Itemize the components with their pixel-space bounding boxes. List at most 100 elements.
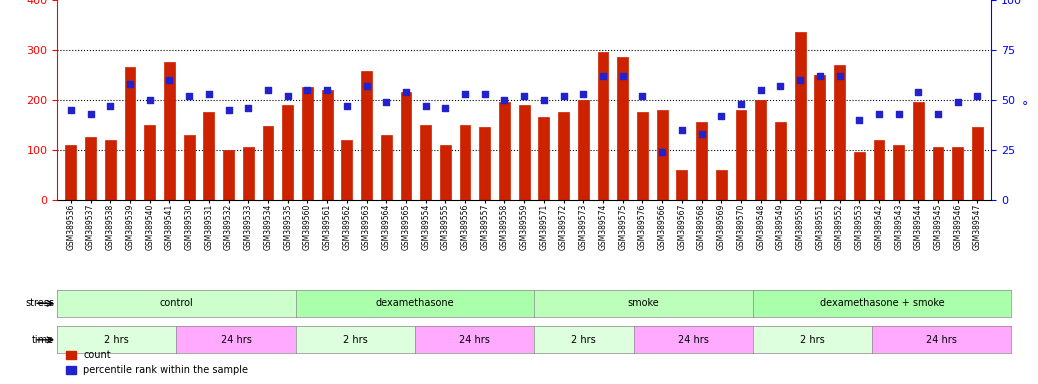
Point: [753, 87, 769, 93]
Text: smoke: smoke: [628, 298, 659, 308]
Text: 2 hrs: 2 hrs: [572, 335, 596, 345]
Point: [299, 87, 316, 93]
Point: [871, 111, 887, 117]
Point: [378, 99, 394, 105]
Text: stress: stress: [25, 298, 54, 308]
Bar: [637, 112, 648, 200]
Point: [634, 93, 651, 99]
Point: [950, 99, 966, 105]
Bar: [243, 147, 253, 200]
Bar: [618, 58, 628, 200]
Point: [141, 97, 158, 103]
Bar: [184, 135, 194, 200]
Point: [358, 83, 375, 89]
Bar: [854, 152, 865, 200]
Point: [733, 101, 749, 107]
Point: [319, 87, 335, 93]
Bar: [263, 126, 273, 200]
Point: [969, 93, 986, 99]
Bar: [913, 103, 924, 200]
Bar: [105, 140, 115, 200]
Point: [555, 93, 572, 99]
Bar: [342, 140, 352, 200]
Point: [181, 93, 197, 99]
Bar: [578, 100, 589, 200]
Point: [417, 103, 434, 109]
Text: dexamethasone: dexamethasone: [376, 298, 455, 308]
Bar: [65, 145, 77, 200]
Bar: [85, 137, 97, 200]
Point: [595, 73, 611, 79]
Point: [693, 131, 710, 137]
Bar: [480, 127, 490, 200]
Text: 24 hrs: 24 hrs: [220, 335, 251, 345]
Point: [220, 107, 237, 113]
Bar: [756, 100, 766, 200]
Point: [200, 91, 217, 97]
Point: [121, 81, 138, 87]
Point: [476, 91, 493, 97]
Point: [62, 107, 79, 113]
Bar: [677, 170, 687, 200]
Point: [102, 103, 118, 109]
Text: 24 hrs: 24 hrs: [926, 335, 957, 345]
Y-axis label: °: °: [1021, 100, 1028, 113]
Bar: [539, 118, 549, 200]
Bar: [953, 147, 963, 200]
Legend: count, percentile rank within the sample: count, percentile rank within the sample: [62, 346, 252, 379]
Bar: [716, 170, 727, 200]
Point: [260, 87, 276, 93]
Point: [654, 149, 671, 155]
Bar: [223, 150, 234, 200]
Bar: [558, 112, 569, 200]
Point: [772, 83, 789, 89]
Bar: [972, 127, 983, 200]
Bar: [322, 90, 332, 200]
Point: [496, 97, 513, 103]
Bar: [125, 68, 135, 200]
Bar: [835, 65, 845, 200]
Point: [398, 89, 414, 95]
Bar: [795, 33, 805, 200]
Bar: [302, 88, 312, 200]
Bar: [696, 122, 707, 200]
Point: [575, 91, 592, 97]
Point: [851, 117, 868, 123]
Point: [713, 113, 730, 119]
Bar: [164, 62, 174, 200]
Bar: [381, 135, 391, 200]
Bar: [598, 53, 608, 200]
Bar: [361, 71, 372, 200]
Bar: [499, 103, 510, 200]
Bar: [519, 105, 529, 200]
Bar: [420, 125, 431, 200]
Bar: [874, 140, 884, 200]
Bar: [440, 145, 450, 200]
Text: 24 hrs: 24 hrs: [678, 335, 709, 345]
Bar: [736, 110, 746, 200]
Text: dexamethasone + smoke: dexamethasone + smoke: [820, 298, 945, 308]
Bar: [933, 147, 944, 200]
Text: 24 hrs: 24 hrs: [459, 335, 490, 345]
Point: [516, 93, 532, 99]
Point: [792, 77, 809, 83]
Point: [338, 103, 355, 109]
Bar: [282, 105, 293, 200]
Point: [930, 111, 947, 117]
Bar: [657, 110, 667, 200]
Point: [812, 73, 828, 79]
Point: [279, 93, 296, 99]
Point: [674, 127, 690, 133]
Point: [536, 97, 552, 103]
Point: [240, 105, 256, 111]
Bar: [894, 145, 904, 200]
Text: control: control: [160, 298, 193, 308]
Text: 2 hrs: 2 hrs: [105, 335, 129, 345]
Bar: [203, 112, 214, 200]
Point: [437, 105, 454, 111]
Bar: [144, 125, 155, 200]
Text: 2 hrs: 2 hrs: [800, 335, 825, 345]
Point: [910, 89, 927, 95]
Point: [831, 73, 848, 79]
Bar: [775, 122, 786, 200]
